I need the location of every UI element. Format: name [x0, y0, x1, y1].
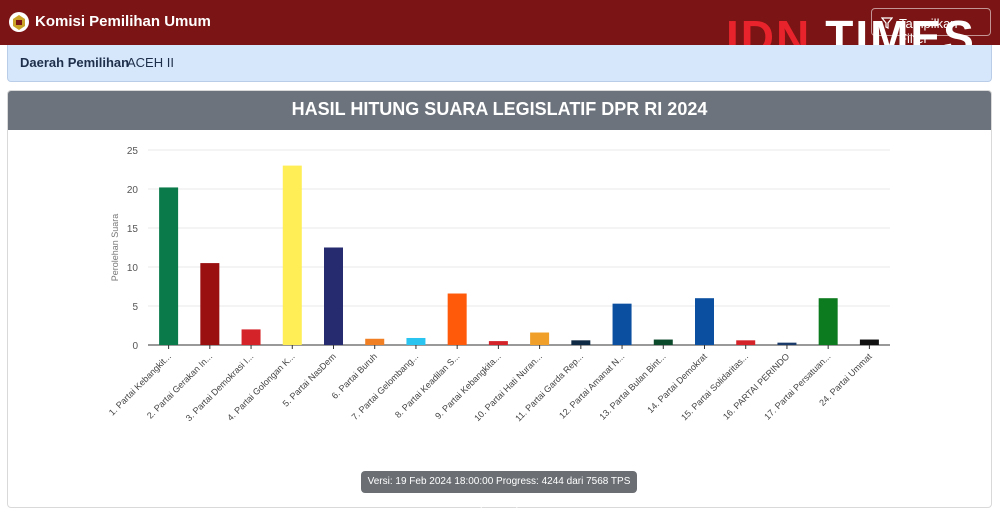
y-tick-label: 25: [127, 146, 139, 157]
y-tick-label: 20: [127, 185, 139, 196]
filter-icon: [881, 17, 893, 29]
bar: [653, 339, 673, 345]
bar: [447, 293, 467, 345]
x-tick-label: 10. Partai Hati Nuran...: [472, 351, 544, 423]
top-bar: Komisi Pemilihan Umum Tampilkan Filter: [0, 0, 1000, 46]
y-tick-label: 0: [132, 341, 138, 352]
bar: [365, 338, 385, 345]
app-title: Komisi Pemilihan Umum: [35, 13, 211, 30]
bar: [241, 329, 261, 345]
bar: [612, 303, 632, 345]
card-header: HASIL HITUNG SUARA LEGISLATIF DPR RI 202…: [8, 91, 991, 130]
bar: [406, 337, 426, 345]
region-bar: Daerah Pemilihan ACEH II: [7, 45, 992, 82]
x-tick-label: 11. Partai Garda Rep...: [513, 351, 585, 423]
show-filter-button[interactable]: Tampilkan Filter: [871, 8, 991, 46]
bar: [736, 340, 756, 345]
region-label: Daerah Pemilihan: [20, 55, 130, 70]
bar: [777, 342, 797, 345]
bar: [159, 187, 179, 345]
bar: [818, 298, 838, 345]
bar: [282, 165, 302, 345]
x-tick-label: 15. Partai Solidaritas...: [679, 351, 750, 422]
bar: [695, 298, 714, 345]
y-tick-label: 5: [132, 302, 138, 313]
bar: [488, 341, 508, 345]
bar: [571, 340, 591, 345]
y-tick-label: 15: [127, 224, 139, 235]
bar: [859, 339, 879, 345]
bar: [530, 332, 550, 345]
x-tick-label: 3. Partai Demokrasi I...: [184, 351, 256, 423]
region-value: ACEH II: [127, 55, 174, 70]
show-filter-label: Tampilkan Filter: [899, 16, 958, 46]
x-tick-label: 4. Partai Golongan K...: [225, 351, 296, 422]
bar: [200, 263, 220, 345]
card-title: HASIL HITUNG SUARA LEGISLATIF DPR RI 202…: [291, 99, 708, 119]
version-progress-tooltip: Versi: 19 Feb 2024 18:00:00 Progress: 42…: [361, 471, 637, 509]
y-tick-label: 10: [127, 263, 139, 274]
kpu-logo-icon: [9, 12, 29, 32]
y-axis-title: Perolehan Suara: [110, 214, 120, 282]
bar: [324, 247, 343, 345]
